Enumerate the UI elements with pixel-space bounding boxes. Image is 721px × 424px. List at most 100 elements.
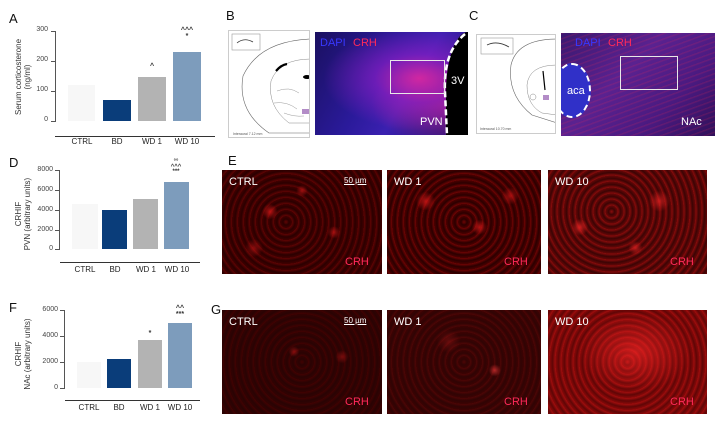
sig-annotation-wd10: ^^^ * [180,27,194,40]
y-tick [55,249,59,250]
x-label: WD 1 [140,403,160,412]
sig-annotation-wd1: * [148,330,152,337]
y-tick [51,31,55,32]
x-label: BD [113,403,125,412]
third-ventricle-region [446,32,468,135]
group-label: WD 1 [394,176,422,188]
bar-bd [103,100,131,121]
x-label: BD [111,137,123,146]
panel-letter-a: A [9,11,18,26]
roi-box [620,56,678,90]
y-tick [60,310,64,311]
x-label: CTRL [78,403,100,412]
group-label: WD 10 [555,176,589,188]
3v-label: 3V [451,75,465,87]
crh-label: CRH [345,396,369,408]
scale-bar-label: 50 µm [344,316,367,325]
x-label: WD 10 [167,403,193,412]
y-tick-label: 4000 [37,206,53,213]
x-axis [55,136,215,137]
panel-letter-c: C [469,8,479,23]
crh-label: CRH [608,37,632,49]
y-tick-label: 0 [54,384,58,391]
x-label: CTRL [74,265,96,274]
micrograph-pvn-dapi-crh: DAPI CRH 3V PVN [315,32,468,135]
aca-region [561,63,591,118]
brain-section-icon: Interaural 7.12 mm [231,33,309,136]
panel-letter-f: F [9,300,17,315]
x-label: WD 1 [136,265,156,274]
panel-letter-b: B [226,8,235,23]
x-label: WD 1 [142,137,162,146]
micrograph-e-ctrl: CTRL 50 µm CRH [222,170,382,274]
bar-ctrl [68,85,95,121]
bar-wd10 [164,182,189,249]
y-tick-label: 2000 [42,358,58,365]
bar-ctrl [72,204,98,249]
micrograph-g-ctrl: CTRL 50 µm CRH [222,310,382,414]
x-axis [60,262,200,263]
bar-wd1 [133,199,158,249]
ylabel-line-1: Serum corticosterone [14,38,23,116]
scale-bar-label: 50 µm [344,176,367,185]
y-axis [64,310,65,389]
y-tick-label: 6000 [42,306,58,313]
aca-label: aca [567,85,585,97]
panel-letter-e: E [228,153,237,168]
sig-annotation-wd1: ^ [149,63,155,70]
y-tick-label: 2000 [37,226,53,233]
bar-wd1 [138,77,166,121]
bar-wd10 [168,323,192,388]
sig-annotation-wd10: °° ^^^ *** [170,159,182,175]
x-label: BD [109,265,121,274]
chart-a-ylabel: Serum corticosterone (ng/ml) [14,27,32,127]
y-tick [51,91,55,92]
y-tick-label: 4000 [42,332,58,339]
roi-box [390,60,445,94]
bar-bd [107,359,131,388]
x-label: WD 10 [174,137,200,146]
y-tick-label: 0 [49,245,53,252]
chart-f-crh-nac: CRHIF NAc (arbitrary units) 6000 4000 20… [0,300,215,424]
x-axis [65,400,200,401]
x-label: WD 10 [164,265,190,274]
micrograph-g-wd1: WD 1 CRH [387,310,541,414]
y-tick [55,230,59,231]
group-label: CTRL [229,176,258,188]
y-tick [55,210,59,211]
dapi-label: DAPI [575,37,601,49]
panel-letter-g: G [211,302,222,317]
y-tick [60,388,64,389]
y-axis [55,31,56,122]
x-label: CTRL [71,137,93,146]
nac-label: NAc [681,116,702,128]
crh-label: CRH [345,256,369,268]
ylabel-line-1: CRHIF [14,201,23,227]
y-axis [59,170,60,250]
atlas-diagram-pvn: Interaural 7.12 mm [228,30,310,138]
micrograph-e-wd1: WD 1 CRH [387,170,541,274]
svg-text:Interaural 7.12 mm: Interaural 7.12 mm [233,132,262,136]
crh-label: CRH [504,396,528,408]
atlas-diagram-nac: Interaural 10.70 mm [476,34,556,134]
y-tick-label: 300 [36,26,48,33]
group-label: CTRL [229,316,258,328]
y-tick [51,61,55,62]
y-tick-label: 8000 [37,166,53,173]
y-tick [60,362,64,363]
bar-ctrl [77,362,101,388]
crh-label: CRH [353,37,377,49]
ylabel-line-1: CRHIF [14,341,23,367]
chart-d-crh-pvn: CRHIF PVN (arbitrary units) 8000 6000 40… [0,150,215,300]
y-tick [55,170,59,171]
crh-label: CRH [670,256,694,268]
bar-bd [102,210,127,249]
bar-wd1 [138,340,162,388]
brain-section-icon: Interaural 10.70 mm [480,37,555,131]
y-tick-label: 6000 [37,186,53,193]
sig-annotation-wd10: ^^ *** [175,305,185,318]
chart-a-corticosterone: Serum corticosterone (ng/ml) 300 200 100… [0,0,215,146]
y-tick [51,121,55,122]
svg-text:Interaural 10.70 mm: Interaural 10.70 mm [480,127,511,131]
group-label: WD 1 [394,316,422,328]
